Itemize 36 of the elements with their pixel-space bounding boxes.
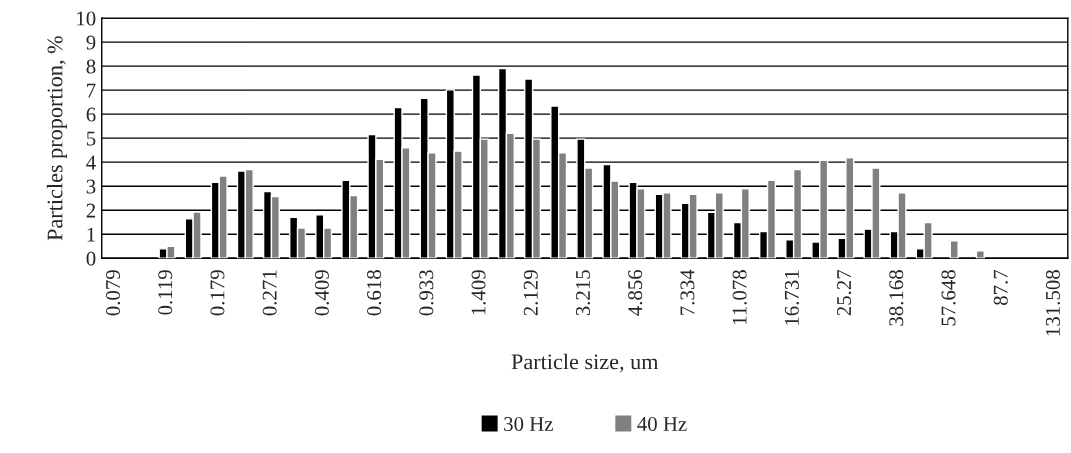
y-tick-label: 3: [86, 179, 96, 194]
x-tick-label: 38.168: [889, 270, 904, 326]
x-tick-label: 0.618: [367, 270, 382, 316]
x-tick-label: 131.508: [1045, 270, 1061, 336]
x-tick-label: 4.856: [628, 269, 643, 316]
x-tick-label: 87.7: [993, 269, 1008, 305]
x-tick-label: 0.933: [419, 270, 434, 316]
x-tick-label: 1.409: [471, 270, 486, 315]
y-tick-label: 2: [86, 203, 96, 218]
x-tick-label: 0.409: [314, 270, 329, 316]
y-axis-title: Particles proportion, %: [46, 36, 68, 241]
x-tick-label: 0.119: [158, 270, 173, 315]
x-tick-label: 16.731: [784, 270, 799, 325]
y-tick-label: 7: [87, 83, 96, 98]
x-tick-label: 3.215: [575, 270, 591, 316]
y-tick-label: 10: [77, 11, 96, 26]
x-tick-label: 0.271: [262, 270, 277, 316]
x-tick-label: 0.179: [210, 270, 225, 316]
x-axis-title: Particle size, um: [511, 353, 659, 373]
legend-label: 40 Hz: [637, 416, 687, 431]
y-tick-label: 9: [86, 35, 96, 50]
y-tick-label: 6: [86, 107, 96, 122]
y-tick-label: 5: [86, 131, 96, 146]
x-tick-label: 2.129: [523, 270, 538, 316]
y-tick-label: 8: [86, 59, 96, 74]
bar: [949, 239, 959, 259]
legend-label: 30 Hz: [504, 416, 553, 431]
x-tick-label: 0.079: [105, 270, 121, 316]
y-tick-label: 0: [86, 251, 96, 266]
x-tick-label: 7.334: [680, 269, 695, 315]
bar: [975, 250, 985, 259]
y-tick-label: 4: [86, 155, 96, 170]
x-tick-label: 25.27: [837, 269, 852, 316]
y-tick-label: 1: [87, 227, 95, 242]
x-tick-label: 57.648: [941, 270, 956, 326]
x-tick-label: 11.078: [732, 270, 747, 324]
